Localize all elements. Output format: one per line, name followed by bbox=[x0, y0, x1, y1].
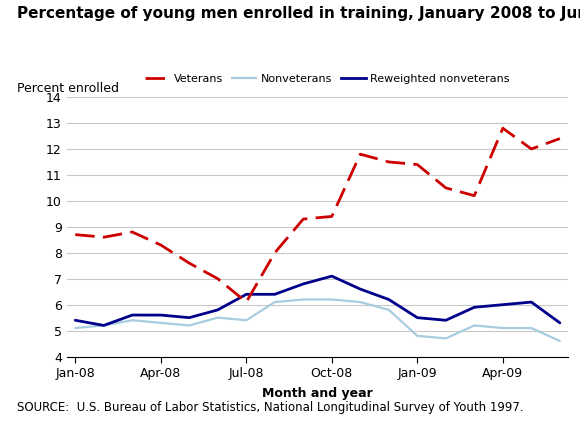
Text: Percent enrolled: Percent enrolled bbox=[17, 82, 119, 95]
Text: SOURCE:  U.S. Bureau of Labor Statistics, National Longitudinal Survey of Youth : SOURCE: U.S. Bureau of Labor Statistics,… bbox=[17, 401, 524, 414]
Legend: Veterans, Nonveterans, Reweighted nonveterans: Veterans, Nonveterans, Reweighted nonvet… bbox=[145, 74, 510, 84]
X-axis label: Month and year: Month and year bbox=[262, 387, 373, 400]
Text: Percentage of young men enrolled in training, January 2008 to June 2009: Percentage of young men enrolled in trai… bbox=[17, 6, 580, 22]
